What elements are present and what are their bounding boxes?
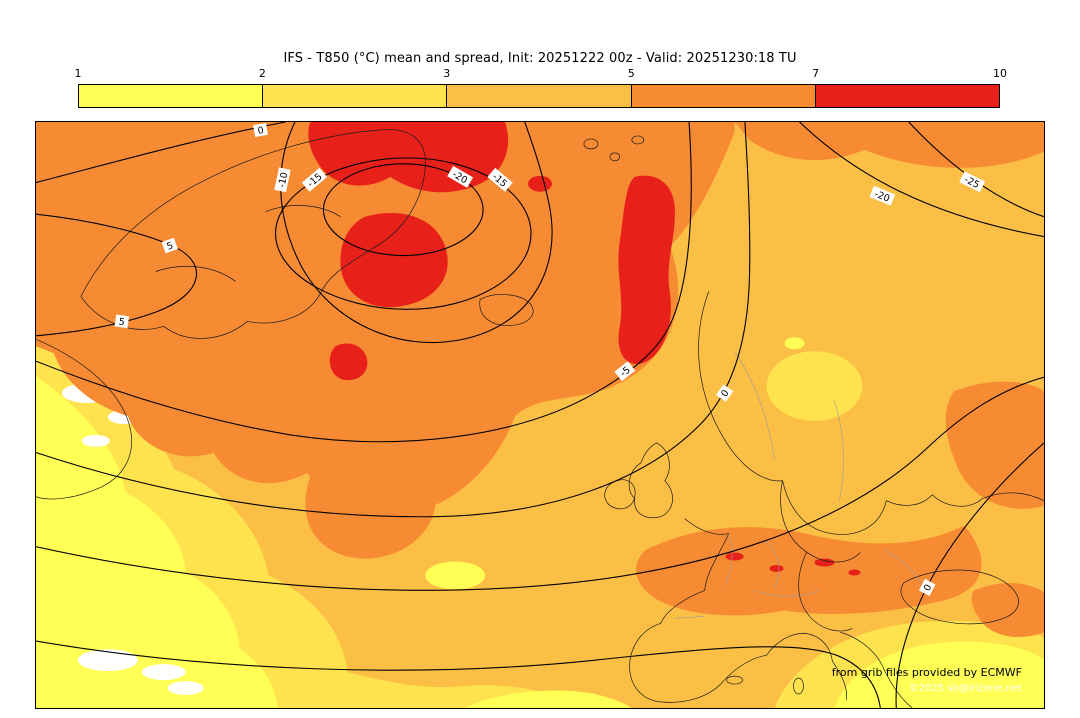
svg-text:5: 5 — [165, 240, 174, 252]
coastlines — [36, 129, 1044, 708]
colorbar-segment-5-7 — [630, 85, 815, 107]
contour-label: 0 — [918, 578, 936, 596]
coastline-island — [609, 152, 621, 162]
attribution: from grib files provided by ECMWF ©2025 … — [832, 666, 1022, 694]
svg-text:-20: -20 — [873, 189, 891, 205]
contour-label: 0 — [716, 384, 734, 402]
coastline-island — [726, 675, 743, 685]
contour-label: 5 — [114, 314, 130, 328]
spread-region — [784, 337, 805, 350]
spread-region — [528, 175, 552, 192]
attribution-provider: from grib files provided by ECMWF — [831, 666, 1022, 679]
spread-region — [848, 569, 861, 576]
border-line — [724, 533, 733, 586]
spread-region — [725, 552, 744, 561]
border-line — [754, 590, 820, 597]
coastline-scandinavia — [698, 291, 1044, 535]
border-line — [764, 540, 780, 589]
coastline-island — [631, 135, 645, 145]
contour-label: 5 — [161, 237, 178, 254]
spread-region — [36, 376, 278, 708]
colorbar-tick: 2 — [258, 67, 266, 80]
contour-line-0b — [36, 122, 751, 518]
svg-text:5: 5 — [118, 316, 126, 328]
colorbar: 1 2 3 5 7 10 — [74, 67, 1008, 108]
coastline-ireland — [604, 479, 636, 510]
contour-label: -5 — [614, 361, 636, 382]
spread-region — [77, 649, 138, 672]
spread-region — [834, 641, 1044, 708]
spread-regions-5-7 — [36, 122, 1044, 638]
spread-region — [340, 212, 448, 308]
colorbar-bar — [78, 84, 1000, 108]
border-line — [734, 351, 775, 461]
coastline-greenland — [80, 129, 426, 339]
spread-region — [769, 564, 784, 572]
contour-line-unlabeled-2 — [36, 640, 881, 708]
spread-region — [36, 122, 735, 518]
coastline-baltic — [780, 480, 861, 632]
svg-text:0: 0 — [257, 125, 265, 137]
contour-label: 0 — [253, 122, 268, 137]
colorbar-tick: 5 — [627, 67, 635, 80]
contour-line--20 — [322, 163, 484, 257]
contour-label: -10 — [274, 167, 291, 193]
coastline-black-sea — [900, 569, 1019, 625]
country-borders — [674, 351, 925, 619]
colorbar-segment-3-5 — [446, 85, 631, 107]
contour-label: -20 — [869, 185, 896, 206]
spread-region — [766, 351, 863, 421]
contour-line--15 — [274, 157, 532, 310]
colorbar-ticks: 1 2 3 5 7 10 — [74, 67, 1008, 84]
attribution-copyright: ©2025 sb@irizone.net — [908, 683, 1022, 694]
coastline-island — [583, 138, 599, 150]
chart-title: IFS - T850 (°C) mean and spread, Init: 2… — [283, 51, 797, 66]
contour-line-0 — [36, 122, 286, 184]
coastline-island — [793, 677, 804, 695]
svg-text:-10: -10 — [276, 171, 290, 188]
temperature-contours — [36, 122, 1044, 708]
colorbar-tick: 3 — [443, 67, 451, 80]
map-frame: 0 5 5 -10 -15 -15 -20 -5 — [35, 121, 1045, 709]
contour-line--5 — [36, 122, 692, 443]
contour-line-5 — [36, 213, 197, 337]
colorbar-tick: 10 — [993, 67, 1007, 80]
spread-region — [81, 434, 110, 447]
colorbar-segment-1-2 — [79, 85, 263, 107]
coastline-labrador — [36, 338, 132, 500]
coastline-britain — [628, 442, 673, 518]
spread-region — [945, 381, 1044, 509]
spread-region — [618, 175, 675, 365]
colorbar-segment-7-10 — [814, 85, 1000, 107]
coastline-iceland — [479, 294, 534, 326]
contour-line--10 — [280, 122, 553, 343]
border-line — [834, 400, 844, 501]
spread-region — [814, 558, 835, 567]
contour-line--20b — [798, 122, 1044, 238]
spread-region — [465, 690, 631, 708]
weather-map: 0 5 5 -10 -15 -15 -20 -5 — [36, 122, 1044, 708]
colorbar-segment-2-3 — [262, 85, 447, 107]
spread-region — [971, 583, 1044, 638]
spread-region — [329, 343, 368, 381]
spread-regions-7-10 — [308, 122, 861, 576]
spread-regions-1-2 — [36, 337, 1044, 708]
contour-line-unlabeled-1 — [36, 376, 1044, 591]
svg-text:0: 0 — [922, 583, 935, 593]
spread-region — [167, 681, 204, 696]
spread-region — [425, 561, 486, 590]
colorbar-tick: 1 — [74, 67, 82, 80]
spread-region — [305, 447, 436, 559]
spread-region — [141, 664, 186, 681]
contour-labels: 0 5 5 -10 -15 -15 -20 -5 — [114, 122, 986, 596]
svg-text:0: 0 — [719, 388, 731, 399]
colorbar-tick: 7 — [812, 67, 820, 80]
coastline-greenland-fjords — [155, 205, 341, 282]
coastline-europe-mainland — [629, 518, 913, 708]
spread-region — [635, 525, 982, 616]
border-line — [674, 616, 705, 619]
